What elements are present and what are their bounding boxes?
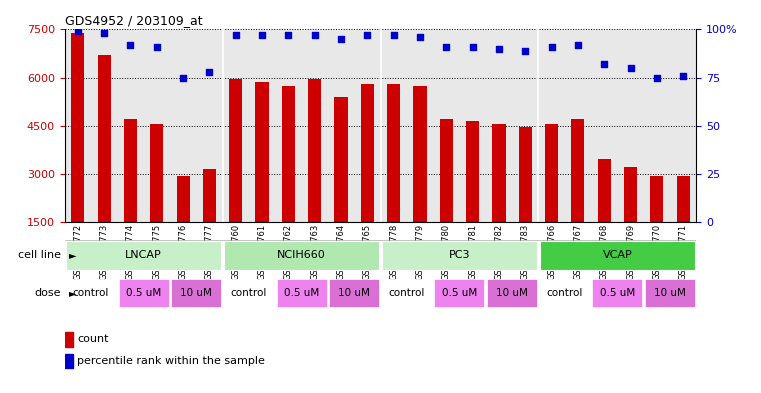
Text: cell line: cell line [18, 250, 61, 261]
Point [651, 74, 663, 81]
Text: PC3: PC3 [449, 250, 470, 261]
Point [414, 34, 426, 40]
Bar [677, 176, 689, 270]
Bar [519, 127, 532, 270]
Text: control: control [546, 288, 583, 298]
Bar [65, 332, 72, 347]
Point [98, 30, 110, 37]
Bar [540, 241, 695, 270]
Bar [597, 160, 611, 270]
Bar [66, 241, 221, 270]
Bar [592, 279, 642, 307]
Text: percentile rank within the sample: percentile rank within the sample [78, 356, 265, 366]
Bar [487, 279, 537, 307]
Bar [382, 241, 537, 270]
Text: control: control [231, 288, 267, 298]
Bar [572, 119, 584, 270]
Text: 0.5 uM: 0.5 uM [600, 288, 635, 298]
Bar [308, 79, 321, 270]
Bar [276, 279, 326, 307]
Text: 10 uM: 10 uM [338, 288, 370, 298]
Bar [97, 55, 111, 270]
Bar [65, 354, 72, 368]
Text: GDS4952 / 203109_at: GDS4952 / 203109_at [65, 14, 202, 27]
Point [466, 44, 479, 50]
Bar [440, 119, 453, 270]
Bar [177, 176, 189, 270]
Bar [171, 279, 221, 307]
Bar [545, 124, 558, 270]
Text: ►: ► [68, 250, 76, 261]
Point [625, 65, 637, 71]
Bar [150, 124, 164, 270]
Point [440, 44, 452, 50]
Bar [361, 84, 374, 270]
Point [203, 69, 215, 75]
Point [309, 32, 321, 39]
Point [677, 73, 689, 79]
Text: count: count [78, 334, 109, 345]
Point [361, 32, 374, 39]
Point [282, 32, 295, 39]
Bar [330, 279, 379, 307]
Text: 0.5 uM: 0.5 uM [284, 288, 319, 298]
Text: control: control [389, 288, 425, 298]
Point [598, 61, 610, 67]
Text: NCIH660: NCIH660 [277, 250, 326, 261]
Bar [492, 124, 505, 270]
Point [124, 42, 136, 48]
Text: 10 uM: 10 uM [654, 288, 686, 298]
Point [519, 48, 531, 54]
Bar [624, 167, 637, 270]
Bar [282, 86, 295, 270]
Bar [645, 279, 695, 307]
Point [335, 36, 347, 42]
Text: LNCAP: LNCAP [126, 250, 162, 261]
Bar [224, 279, 274, 307]
Bar [72, 33, 84, 270]
Text: 10 uM: 10 uM [496, 288, 528, 298]
Text: 0.5 uM: 0.5 uM [126, 288, 161, 298]
Bar [466, 121, 479, 270]
Point [72, 28, 84, 35]
Point [177, 74, 189, 81]
Bar [650, 176, 664, 270]
Text: 0.5 uM: 0.5 uM [442, 288, 477, 298]
Text: VCAP: VCAP [603, 250, 632, 261]
Bar [119, 279, 169, 307]
Text: control: control [73, 288, 109, 298]
Bar [256, 83, 269, 270]
Bar [66, 279, 116, 307]
Bar [540, 279, 590, 307]
Bar [387, 84, 400, 270]
Bar [382, 279, 431, 307]
Text: dose: dose [34, 288, 61, 298]
Point [256, 32, 268, 39]
Bar [435, 279, 485, 307]
Bar [229, 79, 242, 270]
Bar [124, 119, 137, 270]
Bar [334, 97, 348, 270]
Bar [203, 169, 216, 270]
Point [493, 46, 505, 52]
Point [387, 32, 400, 39]
Point [151, 44, 163, 50]
Bar [413, 86, 427, 270]
Point [572, 42, 584, 48]
Point [230, 32, 242, 39]
Bar [224, 241, 379, 270]
Text: 10 uM: 10 uM [180, 288, 212, 298]
Point [546, 44, 558, 50]
Text: ►: ► [68, 288, 76, 298]
